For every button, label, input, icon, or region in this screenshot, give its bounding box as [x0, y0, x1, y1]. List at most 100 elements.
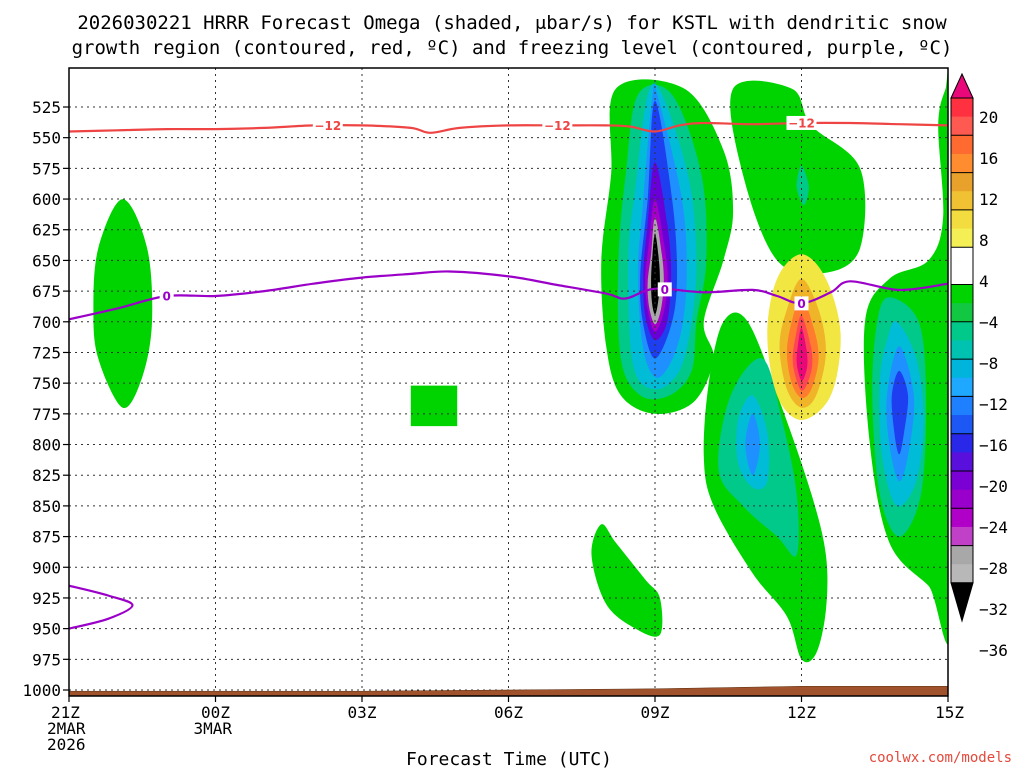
y-tick-label-700: 700 [32, 313, 61, 332]
y-tick-label-725: 725 [32, 343, 61, 362]
colorbar-swatch-19 [951, 452, 973, 472]
x-tick-label-0-0: 21Z [51, 703, 80, 722]
dgz-contour-line-label-bg-0 [312, 118, 343, 133]
dgz-contour-line-label-1: −12 [544, 119, 571, 133]
chart-title-line1: 2026030221 HRRR Forecast Omega (shaded, … [77, 12, 947, 34]
colorbar-swatch-6 [951, 209, 973, 230]
colorbar-label-4: 4 [979, 272, 989, 291]
y-tick-label-525: 525 [32, 98, 61, 117]
x-axis-label: Forecast Time (UTC) [406, 749, 612, 768]
y-tick-label-800: 800 [32, 436, 61, 455]
y-tick-label-875: 875 [32, 528, 61, 547]
x-tick-label-6-0: 03Z [348, 703, 377, 722]
colorbar-label-11: −28 [979, 559, 1008, 578]
colorbar-swatch-23 [951, 526, 973, 547]
y-tick-label-825: 825 [32, 466, 61, 485]
omega-region-warm-core-p20 [796, 327, 808, 381]
omega-shaded-fields [93, 68, 948, 663]
colorbar-swatch-25 [951, 564, 973, 584]
x-tick-label-9-0: 06Z [494, 703, 523, 722]
colorbar-top-overflow [950, 72, 974, 99]
colorbar-label-5: −4 [979, 313, 998, 332]
dgz-contour-line-label-2: −12 [788, 116, 815, 130]
dgz-contour-line-label-0: −12 [314, 119, 341, 133]
y-tick-label-775: 775 [32, 405, 61, 424]
y-tick-label-650: 650 [32, 251, 61, 270]
colorbar-swatch-8 [951, 247, 973, 267]
colorbar-label-9: −20 [979, 477, 1008, 496]
colorbar-swatch-14 [951, 359, 973, 379]
colorbar-swatch-0 [951, 98, 973, 118]
omega-region-west-blob-m4 [93, 199, 153, 409]
omega-region-upper-east-m8 [796, 165, 809, 206]
colorbar-swatch-4 [951, 172, 973, 192]
colorbar-swatch-18 [951, 433, 973, 453]
colorbar-swatch-15 [951, 377, 973, 397]
freezing-level-contour-0-label-2: 0 [797, 297, 805, 311]
pressure-axis: 525 550 575 600 625 650 675 700 725 750 775 800 825 8… [22, 98, 69, 700]
freezing-level-contour-1 [69, 584, 134, 630]
colorbar-swatch-10 [951, 284, 973, 304]
y-tick-label-600: 600 [32, 190, 61, 209]
y-tick-label-675: 675 [32, 282, 61, 301]
freezing-level-contour-0-label-bg-2 [794, 296, 809, 311]
colorbar-label-10: −24 [979, 518, 1008, 537]
omega-colorbar: 20 16 12 8 4 −4 −8 −12 −16 −20 −24 −28 −32 −36 [950, 72, 1008, 660]
colorbar-swatch-2 [951, 135, 973, 155]
freezing-level-contour-0-label-bg-1 [657, 282, 672, 297]
omega-region-main-updraft-m36 [651, 233, 660, 315]
freezing-level-contour-0-label-1: 0 [661, 283, 669, 297]
dgz-contour-line [69, 121, 948, 134]
colorbar-swatch-11 [951, 303, 973, 323]
colorbar-swatch-21 [951, 489, 973, 509]
omega-region-small-box-m4 [410, 385, 458, 427]
omega-region-lower-east-m16 [745, 413, 760, 476]
colorbar-label-0: 20 [979, 108, 998, 127]
x-tick-label-15-0: 12Z [787, 703, 816, 722]
freezing-level-contour-0-label-0: 0 [162, 290, 170, 304]
freezing-level-contour-0 [69, 270, 948, 321]
chart-title-line2: growth region (contoured, red, ºC) and f… [72, 37, 953, 59]
colorbar-swatch-5 [951, 191, 973, 211]
colorbar-swatch-17 [951, 415, 973, 435]
colorbar-label-2: 12 [979, 190, 998, 209]
y-tick-label-850: 850 [32, 497, 61, 516]
colorbar-swatch-20 [951, 471, 973, 491]
omega-region-far-east-m20 [891, 370, 909, 455]
colorbar-label-3: 8 [979, 231, 989, 250]
y-tick-label-575: 575 [32, 159, 61, 178]
colorbar-swatch-1 [951, 116, 973, 136]
colorbar-label-6: −8 [979, 354, 998, 373]
dgz-contour-line-label-bg-1 [542, 118, 573, 133]
colorbar-swatch-7 [951, 228, 973, 248]
colorbar-swatch-13 [951, 340, 973, 360]
y-tick-label-925: 925 [32, 589, 61, 608]
colorbar-label-7: −12 [979, 395, 1008, 414]
x-tick-label-12-0: 09Z [641, 703, 670, 722]
colorbar-swatch-16 [951, 396, 973, 416]
colorbar-label-13: −36 [979, 641, 1008, 660]
source-credit: coolwx.com/models [869, 750, 1012, 766]
freezing-level-contour-0-label-bg-0 [159, 289, 174, 304]
y-tick-label-900: 900 [32, 558, 61, 577]
gridlines [68, 68, 949, 696]
x-tick-label-0-1: 2MAR [47, 719, 86, 738]
y-tick-label-625: 625 [32, 221, 61, 240]
colorbar-swatch-24 [951, 545, 973, 565]
x-tick-label-18-0: 15Z [935, 703, 964, 722]
y-tick-label-975: 975 [32, 650, 61, 669]
colorbar-swatch-12 [951, 321, 973, 342]
dgz-contour-line-label-bg-2 [786, 115, 817, 130]
y-tick-label-1000: 1000 [22, 681, 61, 700]
x-tick-label-3-1: 3MAR [194, 719, 233, 738]
colorbar-swatch-22 [951, 508, 973, 528]
colorbar-label-8: −16 [979, 436, 1008, 455]
y-tick-label-950: 950 [32, 620, 61, 639]
y-tick-label-550: 550 [32, 129, 61, 148]
y-tick-label-750: 750 [32, 374, 61, 393]
x-tick-label-0-2: 2026 [47, 735, 86, 754]
omega-region-low-central-m4 [591, 524, 663, 637]
contour-lines: −12 −12 −12 0 0 0 [69, 115, 948, 696]
